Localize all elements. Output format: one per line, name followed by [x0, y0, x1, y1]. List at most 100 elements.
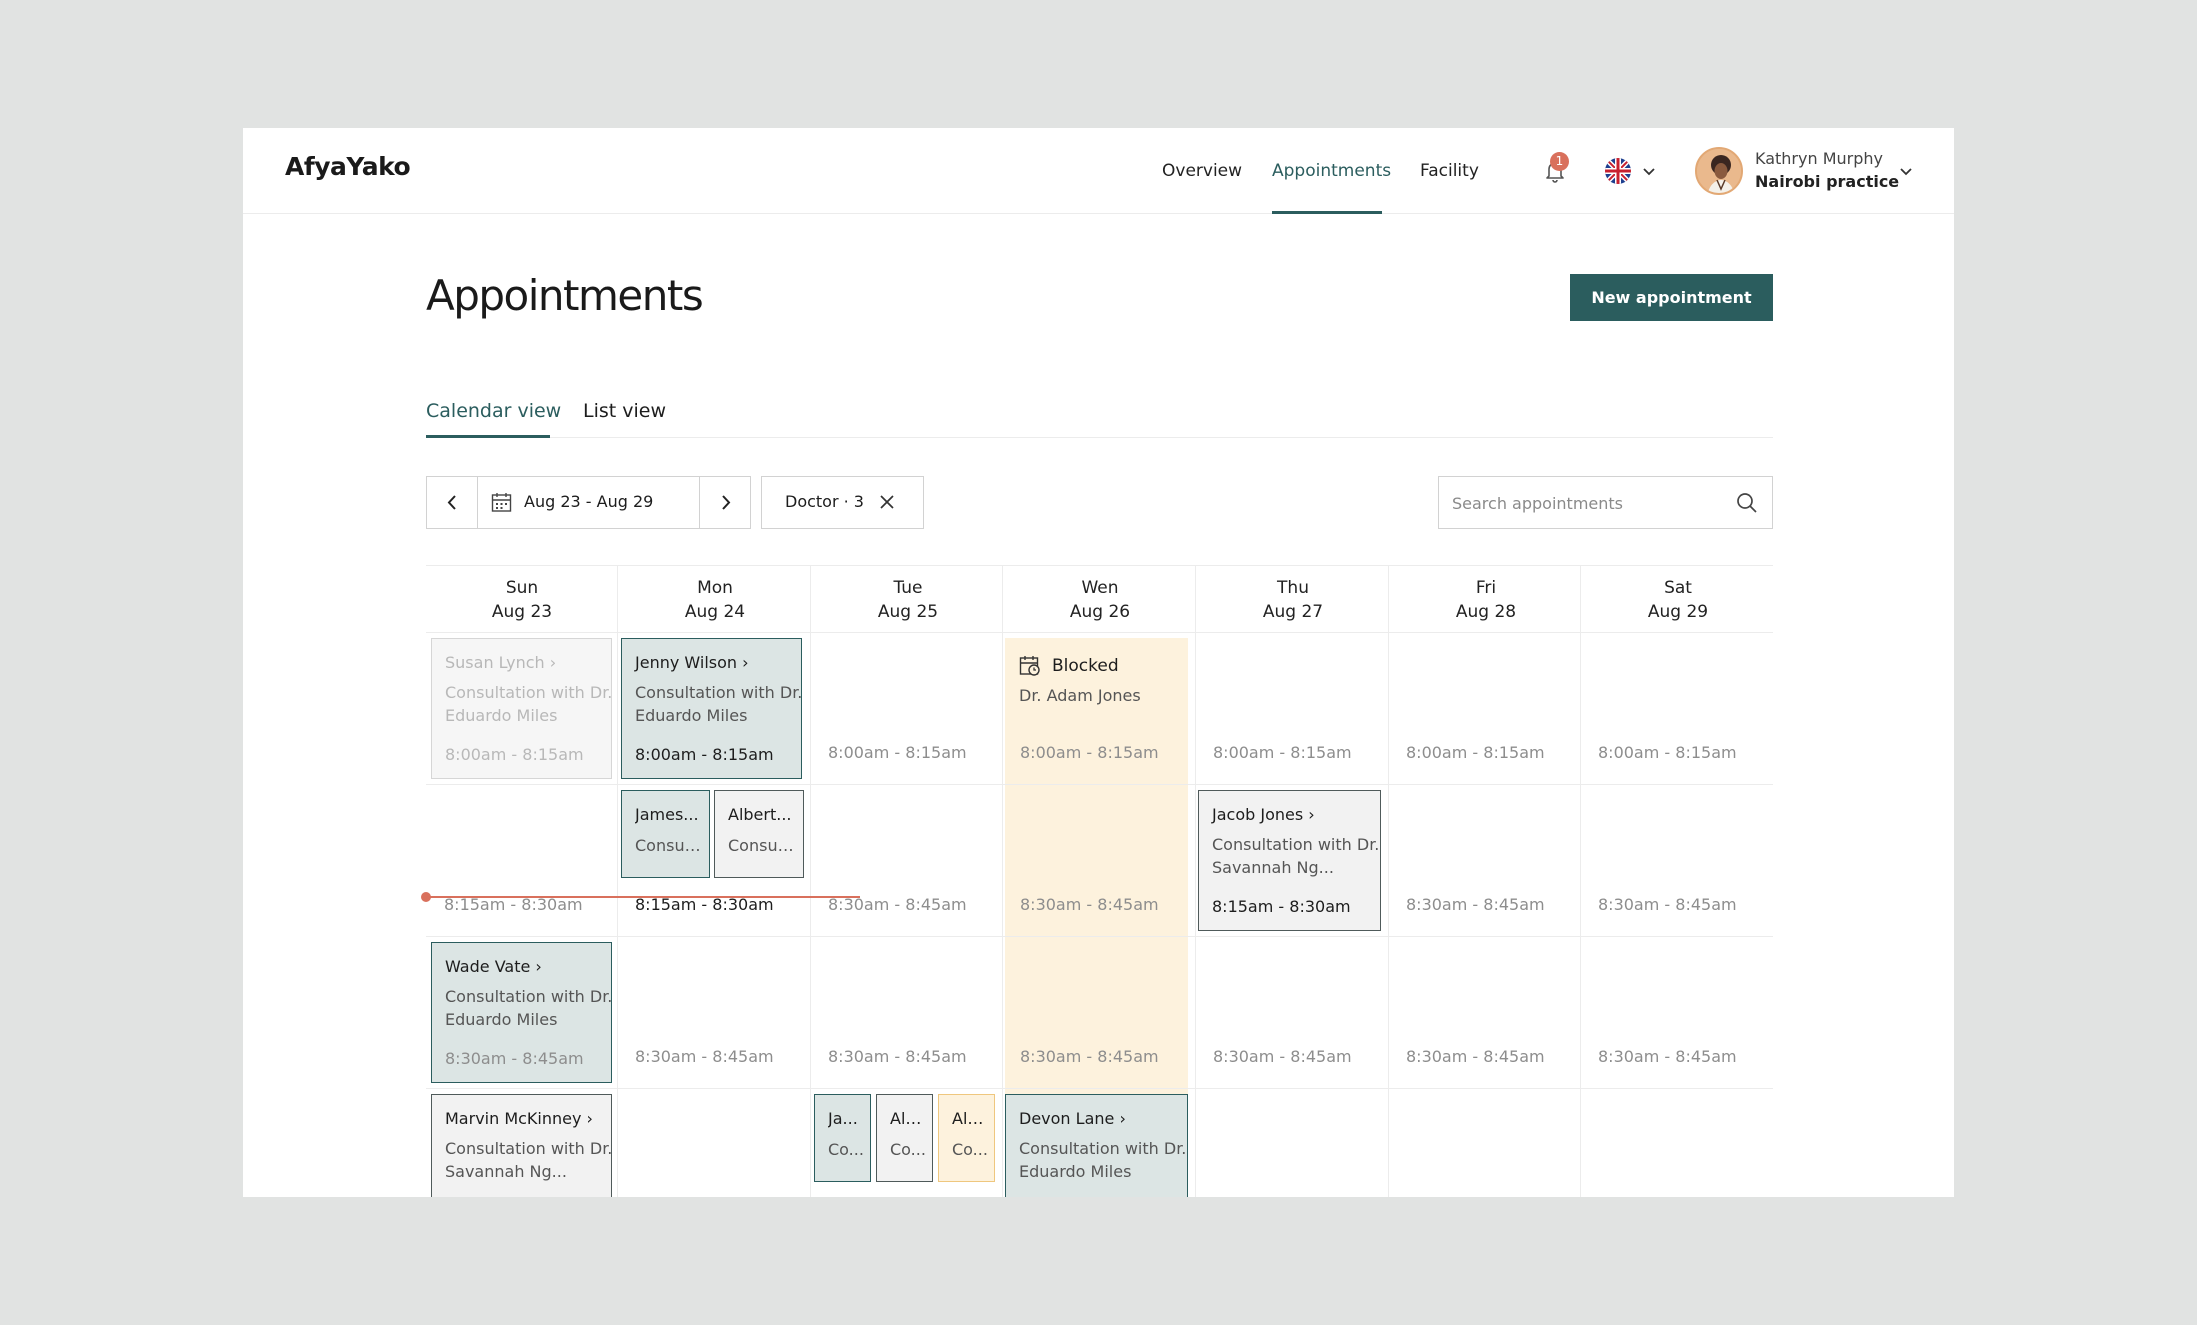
calendar-top-rule — [426, 565, 1773, 566]
appointment-patient: Jenny Wilson › — [635, 653, 749, 672]
nav-facility[interactable]: Facility — [1420, 161, 1479, 181]
day-header-tue: Tue Aug 25 — [812, 578, 1004, 622]
grid-line — [426, 936, 1773, 937]
grid-line — [1002, 565, 1003, 1197]
day-header-wen: Wen Aug 26 — [1004, 578, 1196, 622]
doctor-filter-chip[interactable]: Doctor · 3 — [761, 476, 924, 529]
day-date: Aug 24 — [684, 602, 746, 622]
appointment-patient: Alb... — [890, 1109, 930, 1128]
day-date: Aug 27 — [1262, 602, 1324, 622]
grid-line — [426, 1088, 1773, 1089]
close-icon[interactable] — [876, 491, 898, 513]
chevron-right-icon — [722, 495, 731, 510]
appointment-patient: Marvin McKinney › — [445, 1109, 593, 1128]
appointment-patient: Wade Vate › — [445, 957, 542, 976]
appointment-description: Co... — [828, 1140, 864, 1159]
appointment-description: Consultation with Dr. Savannah Ng... — [1212, 835, 1380, 877]
chevron-down-icon — [1643, 168, 1655, 176]
calendar-blocked-icon — [1019, 656, 1040, 676]
blocked-block[interactable]: Blocked Dr. Adam Jones — [1005, 638, 1188, 738]
slot-time: 8:00am - 8:15am — [1020, 743, 1159, 762]
blocked-title: Blocked — [1052, 656, 1119, 676]
day-name: Mon — [697, 578, 733, 598]
user-practice: Nairobi practice — [1755, 172, 1900, 191]
blocked-doctor: Dr. Adam Jones — [1019, 686, 1141, 705]
grid-line — [1388, 565, 1389, 1197]
nav-overview[interactable]: Overview — [1162, 161, 1243, 181]
grid-line — [426, 632, 1773, 633]
day-name: Tue — [893, 578, 923, 598]
appointment-devon-lane[interactable]: Devon Lane › Consultation with Dr. Eduar… — [1005, 1094, 1188, 1197]
appointment-description: Consultation with Dr. Eduardo Miles — [635, 683, 802, 725]
date-range-picker[interactable]: Aug 23 - Aug 29 — [478, 477, 700, 528]
appointment-description: Consult.. — [728, 836, 798, 855]
page-title: Appointments — [426, 271, 704, 320]
slot-time: 8:30am - 8:45am — [1020, 1047, 1159, 1066]
search-input[interactable] — [1452, 489, 1722, 517]
tab-list-view[interactable]: List view — [583, 400, 667, 422]
appointment-james[interactable]: James... Consult.. — [621, 790, 710, 878]
notification-badge: 1 — [1550, 152, 1569, 171]
chevron-left-icon — [447, 495, 456, 510]
app-logo[interactable]: AfyaYako — [285, 152, 411, 181]
search-box — [1438, 476, 1773, 529]
slot-time: 8:30am - 8:45am — [828, 1047, 967, 1066]
grid-line — [617, 565, 618, 1197]
app-window: AfyaYako Overview Appointments Facility … — [243, 128, 1954, 1197]
language-selector[interactable] — [1605, 157, 1667, 187]
slot-time: 8:00am - 8:15am — [1213, 743, 1352, 762]
slot-time: 8:30am - 8:45am — [635, 1047, 774, 1066]
appointment-patient: Ja... — [828, 1109, 858, 1128]
current-time-dot — [421, 892, 431, 902]
user-avatar[interactable] — [1695, 147, 1743, 195]
tab-calendar-view[interactable]: Calendar view — [426, 400, 562, 422]
nav-appointments[interactable]: Appointments — [1272, 161, 1392, 181]
day-header-fri: Fri Aug 28 — [1390, 578, 1582, 622]
day-name: Fri — [1475, 578, 1497, 598]
search-icon[interactable] — [1734, 490, 1760, 516]
appointment-description: Consultation with Dr. Savannah Ng... — [445, 1139, 612, 1181]
appointment-ja[interactable]: Ja... Co... — [814, 1094, 871, 1182]
appointment-alb-2[interactable]: Alb... Co... — [938, 1094, 995, 1182]
new-appointment-button[interactable]: New appointment — [1570, 274, 1773, 321]
slot-time: 8:30am - 8:45am — [1406, 1047, 1545, 1066]
slot-time: 8:30am - 8:45am — [1213, 1047, 1352, 1066]
next-week-button[interactable] — [699, 477, 750, 528]
slot-time: 8:30am - 8:45am — [1406, 895, 1545, 914]
date-navigator: Aug 23 - Aug 29 — [426, 476, 751, 529]
appointment-alb-1[interactable]: Alb... Co... — [876, 1094, 933, 1182]
day-date: Aug 25 — [877, 602, 939, 622]
user-name: Kathryn Murphy — [1755, 149, 1883, 168]
appointment-marvin-mckinney[interactable]: Marvin McKinney › Consultation with Dr. … — [431, 1094, 612, 1197]
day-name: Thu — [1277, 578, 1309, 598]
appointment-susan-lynch[interactable]: Susan Lynch › Consultation with Dr. Edua… — [431, 638, 612, 779]
appointment-patient: Alb... — [952, 1109, 992, 1128]
day-header-sun: Sun Aug 23 — [426, 578, 618, 622]
appointment-jacob-jones[interactable]: Jacob Jones › Consultation with Dr. Sava… — [1198, 790, 1381, 931]
uk-flag-icon — [1605, 158, 1631, 184]
appointment-description: Consult.. — [635, 836, 705, 855]
appointment-time: 8:00am - 8:15am — [445, 745, 584, 764]
slot-time: 8:00am - 8:15am — [1598, 743, 1737, 762]
day-name: Sun — [505, 578, 539, 598]
previous-week-button[interactable] — [427, 477, 478, 528]
blocked-time-region — [1005, 638, 1188, 1103]
calendar-icon — [491, 493, 512, 512]
appointment-jenny-wilson[interactable]: Jenny Wilson › Consultation with Dr. Edu… — [621, 638, 802, 779]
appointment-description: Consultation with Dr. Eduardo Miles — [445, 987, 612, 1029]
grid-line — [1580, 565, 1581, 1197]
user-menu-button[interactable] — [1893, 158, 1919, 184]
tabs-divider — [426, 437, 1773, 438]
appointment-description: Co... — [890, 1140, 926, 1159]
nav-active-indicator — [1272, 211, 1382, 214]
appointment-wade-vate[interactable]: Wade Vate › Consultation with Dr. Eduard… — [431, 942, 612, 1083]
appointment-patient: James... — [635, 805, 699, 824]
appointment-patient: Jacob Jones › — [1212, 805, 1315, 824]
appointment-time: 8:00am - 8:15am — [635, 745, 774, 764]
grid-line — [426, 784, 1773, 785]
grid-line — [810, 565, 811, 1197]
slot-time: 8:00am - 8:15am — [828, 743, 967, 762]
chevron-down-icon — [1900, 168, 1912, 176]
appointment-time: 8:15am - 8:30am — [1212, 897, 1351, 916]
appointment-albert[interactable]: Albert... Consult.. — [714, 790, 804, 878]
